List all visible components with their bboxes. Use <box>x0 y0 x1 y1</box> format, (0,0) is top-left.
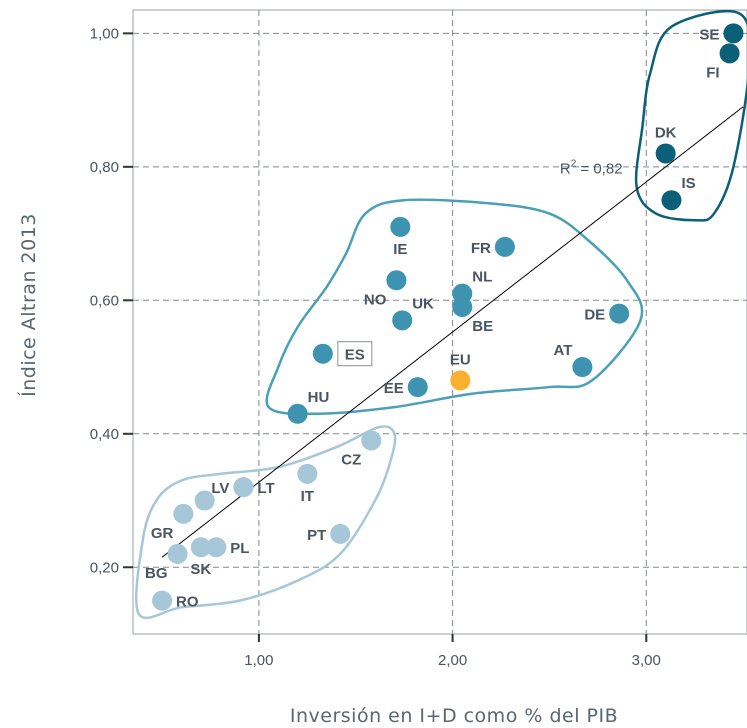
label-cz: CZ <box>341 451 361 468</box>
label-it: IT <box>301 488 314 505</box>
label-no: NO <box>364 291 387 308</box>
plot-frame <box>132 9 747 635</box>
point-sk <box>190 537 211 558</box>
label-be: BE <box>472 318 493 335</box>
label-at: AT <box>553 342 572 359</box>
x-axis-title: Inversión en I+D como % del PIB <box>290 705 618 727</box>
point-fr <box>494 236 515 257</box>
x-tick-label: 1,00 <box>244 652 273 669</box>
point-hu <box>287 403 308 424</box>
label-fi: FI <box>706 64 719 81</box>
point-eu <box>450 370 471 391</box>
label-lv: LV <box>211 480 229 497</box>
point-at <box>572 357 593 378</box>
point-pt <box>330 523 351 544</box>
cluster-outlines <box>135 9 747 620</box>
label-sk: SK <box>190 561 211 578</box>
label-es: ES <box>345 347 365 364</box>
label-se: SE <box>699 26 719 43</box>
point-it <box>297 463 318 484</box>
point-bg <box>167 543 188 564</box>
point-ie <box>390 216 411 237</box>
label-ee: EE <box>384 380 404 397</box>
point-dk <box>655 143 676 164</box>
point-es <box>312 343 333 364</box>
label-hu: HU <box>308 389 330 406</box>
point-uk <box>392 310 413 331</box>
point-is <box>661 190 682 211</box>
y-tick-label: 1,00 <box>90 25 119 42</box>
trendline <box>161 106 744 558</box>
grid <box>132 9 747 635</box>
r-squared-label: R2 = 0,82 <box>560 159 623 178</box>
y-tick-label: 0,20 <box>90 559 119 576</box>
point-be <box>452 296 473 317</box>
label-pt: PT <box>307 527 326 544</box>
label-fr: FR <box>471 240 491 257</box>
cluster-outline-group-2 <box>265 198 644 416</box>
cluster-outline-group-1 <box>634 9 747 222</box>
point-se <box>723 23 744 44</box>
label-dk: DK <box>655 124 677 141</box>
label-ro: RO <box>176 594 199 611</box>
label-box-es <box>337 341 373 367</box>
point-lt <box>233 477 254 498</box>
label-nl: NL <box>472 269 492 286</box>
point-cz <box>361 430 382 451</box>
point-ro <box>152 590 173 611</box>
cluster-outline-group-3 <box>135 425 397 620</box>
axes: 1,00 2,00 3,00 0,20 0,40 0,60 0,80 1,00 <box>90 25 661 669</box>
x-tick-label: 2,00 <box>438 652 467 669</box>
point-unlabeled-26 <box>194 490 215 511</box>
point-labels: SE FI DK IS IE FR NO NL BE UK DE ES AT EE HU EU CZ LV LT IT… <box>145 26 720 610</box>
label-de: DE <box>584 307 605 324</box>
label-lt: LT <box>257 480 274 497</box>
point-fi <box>719 43 740 64</box>
label-pl: PL <box>230 540 249 557</box>
point-de <box>609 303 630 324</box>
point-ee <box>407 377 428 398</box>
point-gr <box>173 503 194 524</box>
label-is: IS <box>681 175 695 192</box>
label-ie: IE <box>393 241 407 258</box>
point-no <box>386 270 407 291</box>
label-eu: EU <box>450 351 471 368</box>
label-bg: BG <box>145 565 168 582</box>
point-pl <box>206 537 227 558</box>
x-tick-label: 3,00 <box>632 652 661 669</box>
label-gr: GR <box>151 525 174 542</box>
y-tick-label: 0,40 <box>90 426 119 443</box>
data-points <box>152 23 744 611</box>
trendline-layer: R2 = 0,82 <box>161 106 744 558</box>
y-tick-label: 0,80 <box>90 159 119 176</box>
label-uk: UK <box>412 295 434 312</box>
y-tick-label: 0,60 <box>90 292 119 309</box>
y-axis-title: Índice Altran 2013 <box>17 213 40 397</box>
